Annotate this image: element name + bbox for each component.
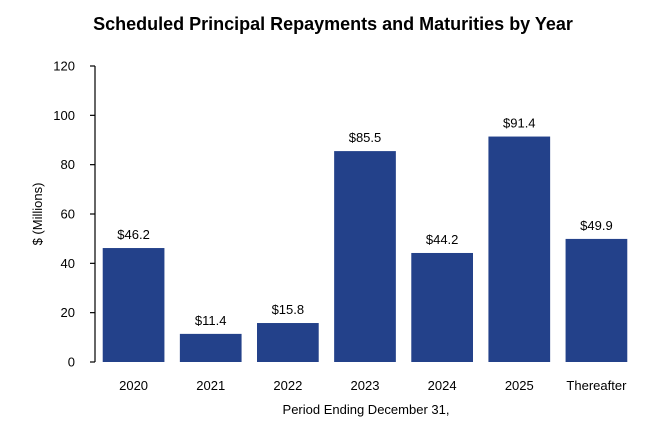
x-tick-label: Thereafter <box>566 378 627 393</box>
y-tick-label: 80 <box>61 157 75 172</box>
x-tick-label: 2023 <box>351 378 380 393</box>
x-axis: 2020 2021 2022 2023 2024 2025 Thereafter <box>119 378 627 393</box>
y-tick-label: 0 <box>68 355 75 370</box>
y-tick-label: 20 <box>61 305 75 320</box>
bar-thereafter <box>566 239 628 362</box>
bars-group: $46.2 $11.4 $15.8 $85.5 $44.2 $91.4 $49.9 <box>103 116 628 362</box>
y-tick-label: 100 <box>53 108 75 123</box>
data-label: $44.2 <box>426 232 459 247</box>
x-tick-label: 2024 <box>428 378 457 393</box>
data-label: $85.5 <box>349 130 382 145</box>
bar-2023 <box>334 151 396 362</box>
bar-2022 <box>257 323 319 362</box>
y-tick-label: 40 <box>61 256 75 271</box>
y-tick-label: 60 <box>61 207 75 222</box>
data-label: $91.4 <box>503 116 536 131</box>
x-tick-label: 2025 <box>505 378 534 393</box>
bar-2020 <box>103 248 165 362</box>
y-tick-label: 120 <box>53 59 75 74</box>
bar-2021 <box>180 334 242 362</box>
x-tick-label: 2022 <box>273 378 302 393</box>
data-label: $46.2 <box>117 227 150 242</box>
y-axis: 0 20 40 60 80 100 120 <box>53 59 95 370</box>
y-axis-title: $ (Millions) <box>30 183 45 246</box>
x-axis-title: Period Ending December 31, <box>283 402 450 417</box>
x-tick-label: 2021 <box>196 378 225 393</box>
data-label: $49.9 <box>580 218 613 233</box>
data-label: $15.8 <box>272 302 305 317</box>
data-label: $11.4 <box>195 313 227 328</box>
bar-2024 <box>411 253 473 362</box>
bar-2025 <box>488 137 550 362</box>
x-tick-label: 2020 <box>119 378 148 393</box>
